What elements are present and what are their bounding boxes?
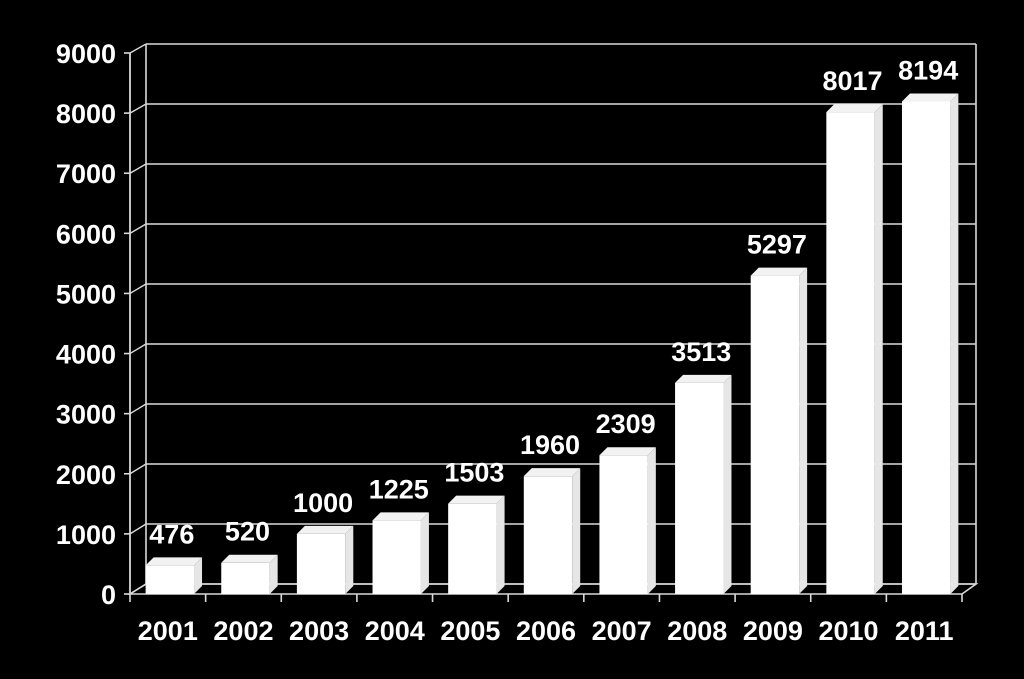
gridline-connector: [129, 103, 147, 114]
x-tick-label: 2010: [819, 616, 879, 646]
bar-front-face: [448, 503, 497, 594]
bar-side-face: [874, 104, 883, 594]
bar-front-face: [145, 565, 195, 594]
bar-top-face: [448, 495, 505, 504]
bar-front-face: [901, 101, 951, 594]
x-tick-label: 2002: [213, 616, 273, 646]
bar-side-face: [496, 495, 505, 594]
gridline-connector: [129, 163, 147, 174]
bar-front-face: [826, 112, 875, 594]
bar-2005: [448, 495, 505, 594]
y-tick-label: 6000: [56, 219, 116, 249]
bar-front-face: [523, 476, 573, 594]
bar-side-face: [723, 374, 732, 594]
data-label-2005: 1503: [444, 458, 504, 488]
bar-top-face: [296, 525, 354, 534]
bar-2007: [599, 447, 656, 594]
gridline-connector: [129, 523, 147, 535]
data-label-2006: 1960: [520, 430, 580, 460]
x-tick-label: 2004: [365, 616, 425, 646]
bar-top-face: [675, 374, 732, 383]
y-tick-label: 7000: [56, 159, 116, 189]
bar-side-face: [950, 93, 959, 594]
data-label-2002: 520: [225, 517, 270, 547]
x-tick-label: 2006: [516, 616, 576, 646]
bar-top-face: [221, 554, 278, 563]
bar-2010: [826, 104, 883, 594]
gridline-connector: [129, 43, 147, 54]
bar-side-face: [572, 468, 581, 594]
gridline-connector: [129, 343, 147, 355]
bar-side-face: [647, 447, 656, 594]
chart-bars: [145, 93, 959, 594]
bar-2002: [221, 554, 278, 594]
data-label-2008: 3513: [671, 337, 731, 367]
y-tick-label: 9000: [56, 39, 116, 69]
gridline-connector: [129, 223, 147, 234]
bar-side-face: [420, 512, 429, 594]
data-label-2010: 8017: [823, 66, 883, 96]
bar-top-face: [145, 557, 203, 566]
y-tick-label: 4000: [56, 340, 116, 370]
gridline-connector: [129, 403, 147, 415]
bar-2006: [523, 468, 581, 594]
bar-front-face: [372, 520, 421, 594]
bar-2003: [296, 525, 354, 594]
data-label-2009: 5297: [747, 230, 807, 260]
data-label-2004: 1225: [369, 474, 429, 504]
bar-2001: [145, 557, 203, 594]
x-tick-label: 2007: [592, 616, 652, 646]
x-tick-label: 2011: [895, 616, 954, 646]
bar-2009: [750, 267, 808, 594]
bar-top-face: [826, 104, 883, 113]
data-label-2003: 1000: [293, 488, 353, 518]
bar-top-face: [523, 468, 581, 477]
bar-front-face: [221, 562, 270, 594]
bar-front-face: [750, 275, 800, 594]
bar-top-face: [901, 93, 959, 102]
bar-front-face: [296, 533, 346, 594]
bar-top-face: [750, 267, 808, 276]
x-tick-label: 2001: [138, 616, 198, 646]
gridline-connector: [129, 283, 147, 295]
bar-front-face: [675, 382, 724, 594]
bar-top-face: [372, 512, 429, 521]
bar-2004: [372, 512, 429, 594]
bar-top-face: [599, 447, 656, 456]
bar-2011: [901, 93, 959, 594]
x-tick-label: 2005: [440, 616, 500, 646]
gridline-connector: [129, 463, 147, 475]
bar-2008: [675, 374, 732, 594]
y-tick-label: 2000: [56, 460, 116, 490]
bar-side-face: [799, 267, 808, 594]
x-tick-label: 2009: [743, 616, 803, 646]
y-axis-ticks: 0 1000 2000 3000 4000 5000 6000 7000 8000 9000: [56, 39, 116, 610]
bar-side-face: [269, 554, 278, 594]
bar-front-face: [599, 455, 648, 594]
bar-side-face: [194, 557, 203, 594]
data-label-2001: 476: [149, 519, 194, 549]
y-tick-label: 8000: [56, 99, 116, 129]
y-tick-label: 0: [101, 580, 116, 610]
x-tick-label: 2003: [289, 616, 349, 646]
y-tick-label: 5000: [56, 279, 116, 309]
data-labels: 476 520 1000 1225 1503 1960 2309 3513 5297 8017 81…: [149, 55, 958, 549]
bar-side-face: [345, 525, 354, 594]
y-tick-label: 1000: [56, 520, 116, 550]
x-tick-label: 2008: [667, 616, 727, 646]
x-axis-ticks: 2001 2002 2003 2004 2005 2006 2007 2008 2009 2010…: [138, 616, 954, 646]
y-tick-label: 3000: [56, 400, 116, 430]
data-label-2007: 2309: [596, 409, 656, 439]
data-label-2011: 8194: [898, 55, 958, 85]
